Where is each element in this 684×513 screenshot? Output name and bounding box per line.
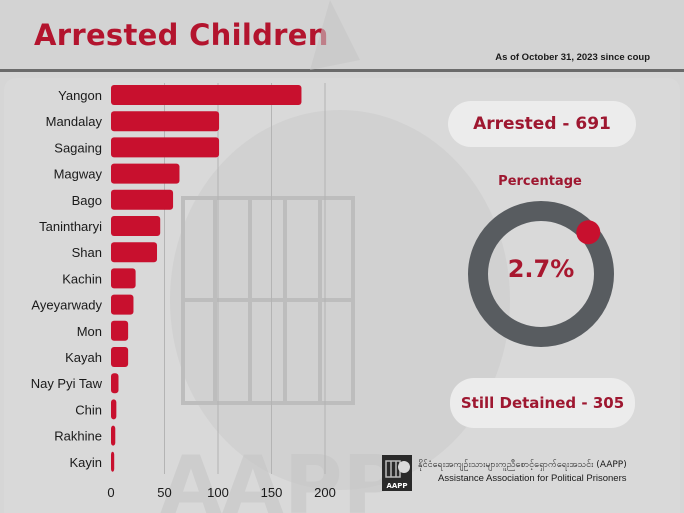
category-label: Mon bbox=[77, 324, 102, 339]
x-tick-label: 50 bbox=[157, 485, 171, 500]
still-detained-badge: Still Detained - 305 bbox=[450, 378, 635, 428]
x-tick-label: 150 bbox=[261, 485, 283, 500]
x-tick-label: 200 bbox=[314, 485, 336, 500]
bar-chin bbox=[111, 399, 117, 420]
bar-sagaing bbox=[111, 137, 220, 158]
arrested-total-badge: Arrested - 691 bbox=[448, 101, 636, 147]
as-of-date: As of October 31, 2023 since coup bbox=[495, 52, 650, 63]
category-label: Tanintharyi bbox=[39, 219, 102, 234]
bar-rakhine bbox=[111, 425, 116, 446]
org-name-english: Assistance Association for Political Pri… bbox=[438, 473, 627, 484]
bar-kayah bbox=[111, 347, 129, 367]
percentage-value: 2.7% bbox=[507, 255, 575, 283]
svg-text:AAPP: AAPP bbox=[160, 439, 401, 513]
category-label: Shan bbox=[72, 245, 102, 260]
percentage-title: Percentage bbox=[498, 174, 582, 189]
bar-kachin bbox=[111, 268, 136, 289]
category-label: Bago bbox=[72, 193, 102, 208]
header-divider bbox=[0, 69, 684, 72]
page-title: Arrested Children bbox=[34, 18, 329, 52]
org-name-myanmar: နိုင်ငံရေးအကျဉ်းသားများကူညီစောင့်ရှောက်ရ… bbox=[418, 460, 627, 470]
category-label: Rakhine bbox=[54, 429, 102, 444]
bar-shan bbox=[111, 242, 158, 263]
bar-bago bbox=[111, 189, 174, 210]
category-label: Ayeyarwady bbox=[31, 298, 102, 313]
aapp-logo: AAPP bbox=[382, 455, 412, 491]
category-label: Yangon bbox=[58, 88, 102, 103]
donut-highlight bbox=[576, 220, 601, 245]
category-label: Chin bbox=[75, 402, 102, 417]
bar-ayeyarwady bbox=[111, 294, 134, 315]
bar-mandalay bbox=[111, 111, 220, 132]
category-label: Magway bbox=[54, 167, 103, 182]
x-tick-label: 100 bbox=[207, 485, 229, 500]
bar-magway bbox=[111, 163, 180, 184]
x-tick-label: 0 bbox=[107, 485, 114, 500]
category-label: Mandalay bbox=[46, 114, 103, 129]
bar-tanintharyi bbox=[111, 216, 161, 236]
bar-nay-pyi-taw bbox=[111, 373, 119, 394]
logo-text: AAPP bbox=[386, 482, 407, 490]
bar-kayin bbox=[111, 451, 115, 472]
category-label: Sagaing bbox=[54, 140, 102, 155]
category-label: Kayah bbox=[65, 350, 102, 365]
category-label: Kayin bbox=[69, 455, 102, 470]
percentage-donut bbox=[468, 201, 614, 347]
category-label: Kachin bbox=[62, 271, 102, 286]
category-label: Nay Pyi Taw bbox=[31, 376, 103, 391]
bar-mon bbox=[111, 320, 129, 341]
donut-ring bbox=[468, 201, 614, 347]
bar-yangon bbox=[111, 85, 302, 105]
